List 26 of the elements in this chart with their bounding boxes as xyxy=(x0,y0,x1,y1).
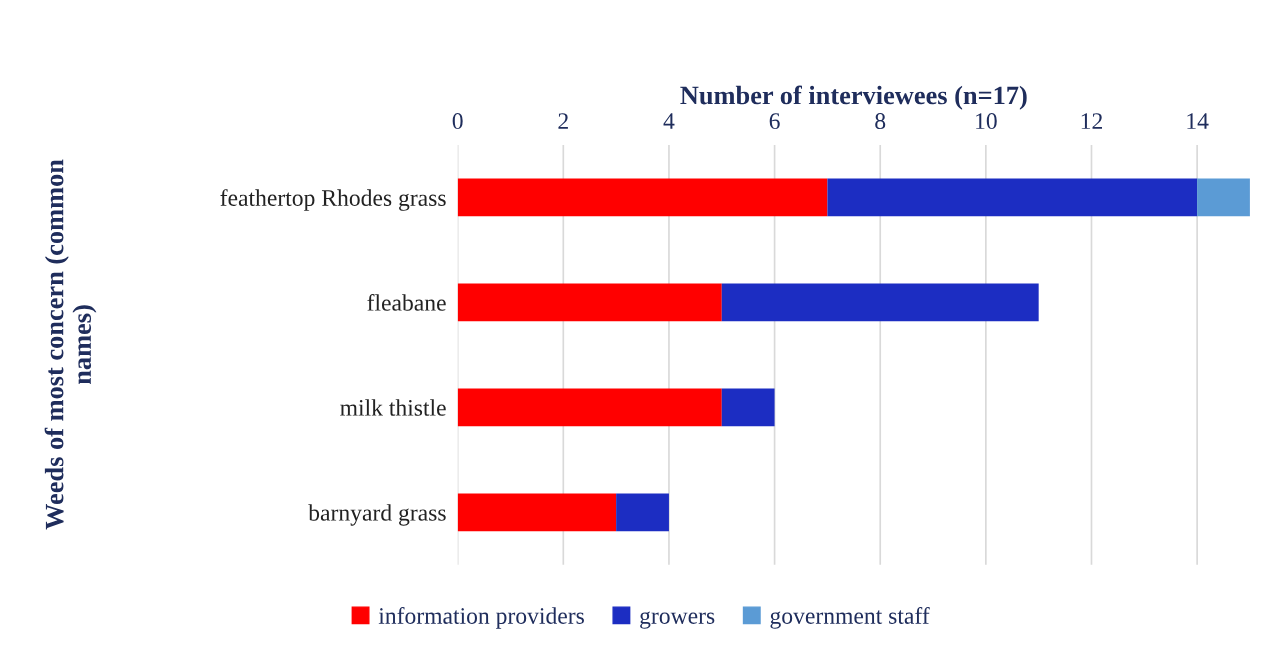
legend-label: information providers xyxy=(378,607,584,629)
x-tick-label: 10 xyxy=(976,113,997,130)
bar xyxy=(721,388,775,427)
x-tick-label: 12 xyxy=(1081,113,1102,129)
x-tick-label: 8 xyxy=(875,113,886,130)
bar xyxy=(457,493,617,532)
x-tick-label: 6 xyxy=(769,113,780,130)
x-tick-label: 2 xyxy=(558,113,568,129)
y-tick-label: milk thistle xyxy=(340,399,446,416)
x-axis-title: Number of interviewees (n=17) xyxy=(680,85,1027,110)
x-tick-label: 0 xyxy=(452,113,463,130)
y-tick-label: barnyard grass xyxy=(308,504,446,526)
bar xyxy=(457,178,828,217)
y-tick-label: fleabane xyxy=(367,293,446,311)
legend-label: government staff xyxy=(770,607,930,629)
bar xyxy=(457,388,722,427)
bar xyxy=(721,283,1039,322)
y-tick-label: feathertop Rhodes grass xyxy=(220,189,446,211)
x-tick-label: 4 xyxy=(663,113,675,129)
x-tick-label: 14 xyxy=(1187,113,1209,129)
bar xyxy=(1197,178,1250,217)
bar xyxy=(457,283,722,322)
bar xyxy=(827,178,1198,217)
legend-label: growers xyxy=(640,611,715,629)
y-axis-title: Weeds of most concern (common names) xyxy=(44,159,97,530)
bar xyxy=(616,493,669,532)
